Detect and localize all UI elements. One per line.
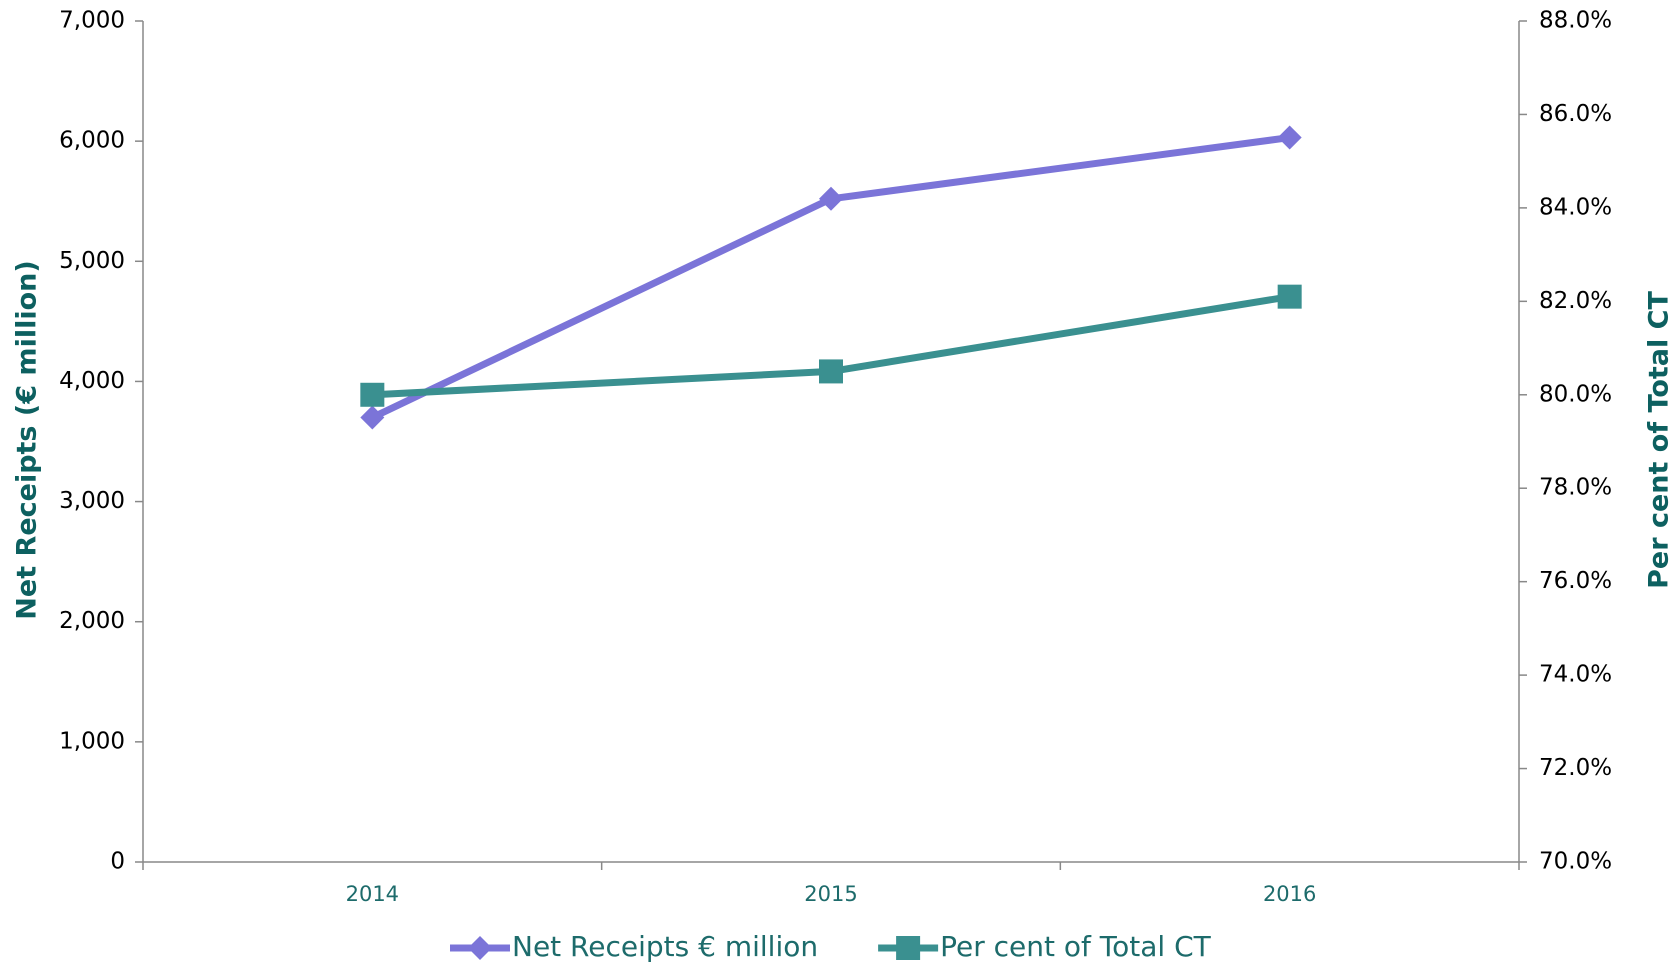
y-tick-label: 3,000 xyxy=(59,488,125,514)
point xyxy=(1277,284,1302,309)
y2-tick-label: 74.0% xyxy=(1539,662,1612,688)
y-tick-label: 0 xyxy=(110,849,125,875)
y2-tick-label: 78.0% xyxy=(1539,475,1612,501)
y-axis-title: Net Receipts (€ million) xyxy=(12,260,43,619)
x-tick-label: 2016 xyxy=(1263,882,1316,906)
y2-tick-label: 82.0% xyxy=(1539,288,1612,314)
legend-label: Per cent of Total CT xyxy=(940,930,1212,963)
legend-marker xyxy=(468,936,492,960)
y2-tick-label: 86.0% xyxy=(1539,101,1612,127)
y2-tick-label: 88.0% xyxy=(1539,8,1612,34)
y2-axis-title: Per cent of Total CT xyxy=(1644,291,1675,589)
point xyxy=(819,186,843,211)
y2-tick-label: 70.0% xyxy=(1539,849,1612,875)
x-tick-label: 2014 xyxy=(346,882,399,906)
y2-tick-label: 80.0% xyxy=(1539,381,1612,407)
y-tick-label: 4,000 xyxy=(59,368,125,394)
y-tick-label: 7,000 xyxy=(59,8,125,34)
point xyxy=(1277,125,1302,150)
point xyxy=(819,359,843,384)
y2-tick-label: 72.0% xyxy=(1539,755,1612,781)
legend-marker xyxy=(896,936,921,960)
y2-tick-label: 76.0% xyxy=(1539,568,1612,594)
x-tick-label: 2015 xyxy=(804,882,857,906)
y-tick-label: 5,000 xyxy=(59,248,125,274)
point xyxy=(360,405,385,430)
y-tick-label: 6,000 xyxy=(59,128,125,154)
y2-tick-label: 84.0% xyxy=(1539,194,1612,220)
point xyxy=(360,382,385,407)
y-tick-label: 2,000 xyxy=(59,608,125,634)
y-tick-label: 1,000 xyxy=(59,728,125,754)
legend-label: Net Receipts € million xyxy=(512,930,818,963)
